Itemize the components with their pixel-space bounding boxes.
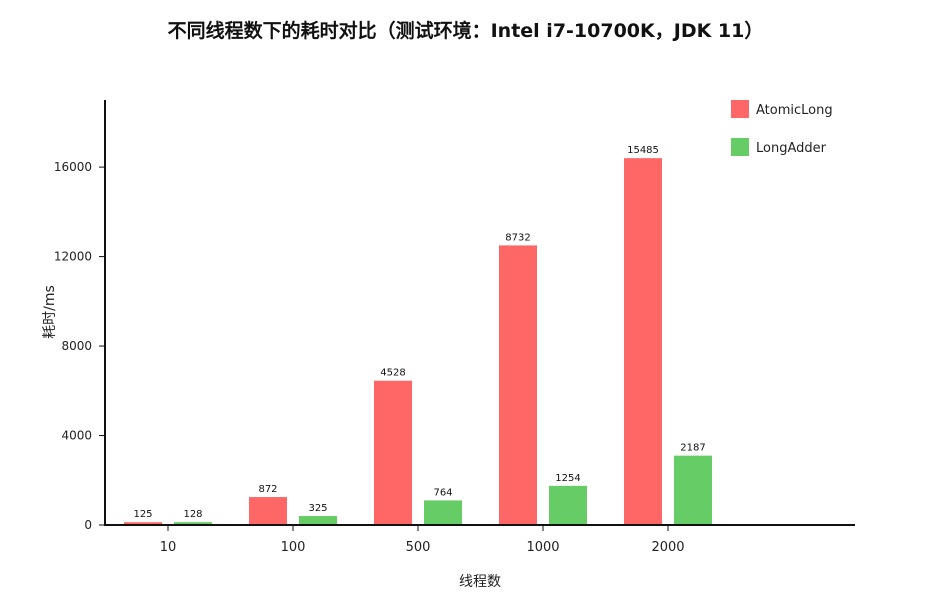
y-tick-label: 16000 xyxy=(54,160,92,174)
data-label: 1254 xyxy=(555,473,580,484)
bars-layer: 125 872 4528 8732 15485 128 325 764 1254 2187 xyxy=(124,145,712,526)
bar-atomiclong-2000 xyxy=(624,158,662,525)
data-label: 8732 xyxy=(505,232,530,243)
bar-longadder-10 xyxy=(174,522,212,525)
data-label: 872 xyxy=(258,484,277,495)
x-category-label: 500 xyxy=(406,540,431,555)
y-tick-label: 8000 xyxy=(61,339,92,353)
bar-longadder-1000 xyxy=(549,485,587,525)
legend-label: LongAdder xyxy=(756,141,827,156)
legend-swatch-atomiclong xyxy=(731,100,749,118)
x-category-label: 10 xyxy=(160,540,177,555)
bar-atomiclong-100 xyxy=(249,497,287,525)
bar-longadder-2000 xyxy=(674,455,712,525)
data-label: 325 xyxy=(308,503,327,514)
bar-longadder-500 xyxy=(424,500,462,525)
data-label: 125 xyxy=(133,509,152,520)
data-label: 764 xyxy=(433,487,452,498)
data-label: 128 xyxy=(183,509,202,520)
x-axis-label: 线程数 xyxy=(459,574,501,590)
bar-atomiclong-10 xyxy=(124,522,162,525)
ticks-layer: 0 4000 8000 12000 16000 10 100 500 1000 2000 xyxy=(54,160,685,555)
legend-swatch-longadder xyxy=(731,138,749,156)
y-axis-label: 耗时/ms xyxy=(42,285,58,339)
bar-atomiclong-500 xyxy=(374,380,412,525)
x-category-label: 100 xyxy=(281,540,306,555)
bar-atomiclong-1000 xyxy=(499,245,537,526)
bar-longadder-100 xyxy=(299,516,337,525)
legend-label: AtomicLong xyxy=(756,103,833,118)
legend: AtomicLong LongAdder xyxy=(731,100,833,156)
data-label: 2187 xyxy=(680,443,705,454)
y-tick-label: 4000 xyxy=(61,429,92,443)
data-label: 4528 xyxy=(380,368,405,379)
y-tick-label: 12000 xyxy=(54,250,92,264)
data-label: 15485 xyxy=(627,145,659,156)
x-category-label: 2000 xyxy=(651,540,684,555)
x-category-label: 1000 xyxy=(526,540,559,555)
y-tick-label: 0 xyxy=(84,518,92,532)
chart-title: 不同线程数下的耗时对比（测试环境：Intel i7-10700K，JDK 11） xyxy=(167,20,764,42)
